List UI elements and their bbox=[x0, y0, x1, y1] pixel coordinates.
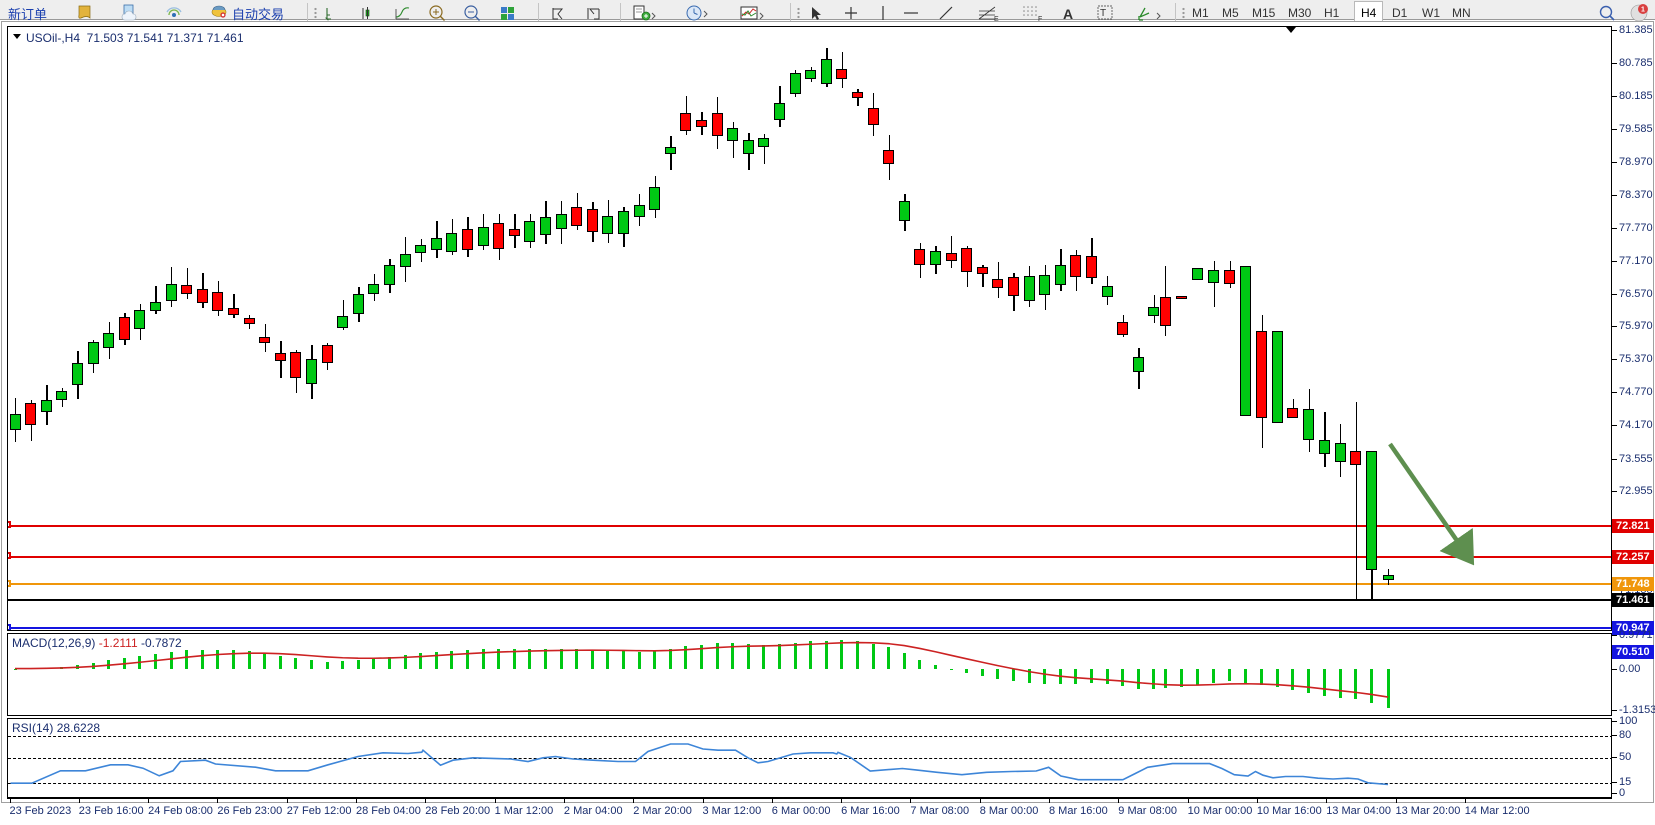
svg-text:A: A bbox=[1063, 6, 1073, 22]
svg-text:1: 1 bbox=[1641, 7, 1645, 14]
svg-text:T: T bbox=[1100, 8, 1106, 19]
